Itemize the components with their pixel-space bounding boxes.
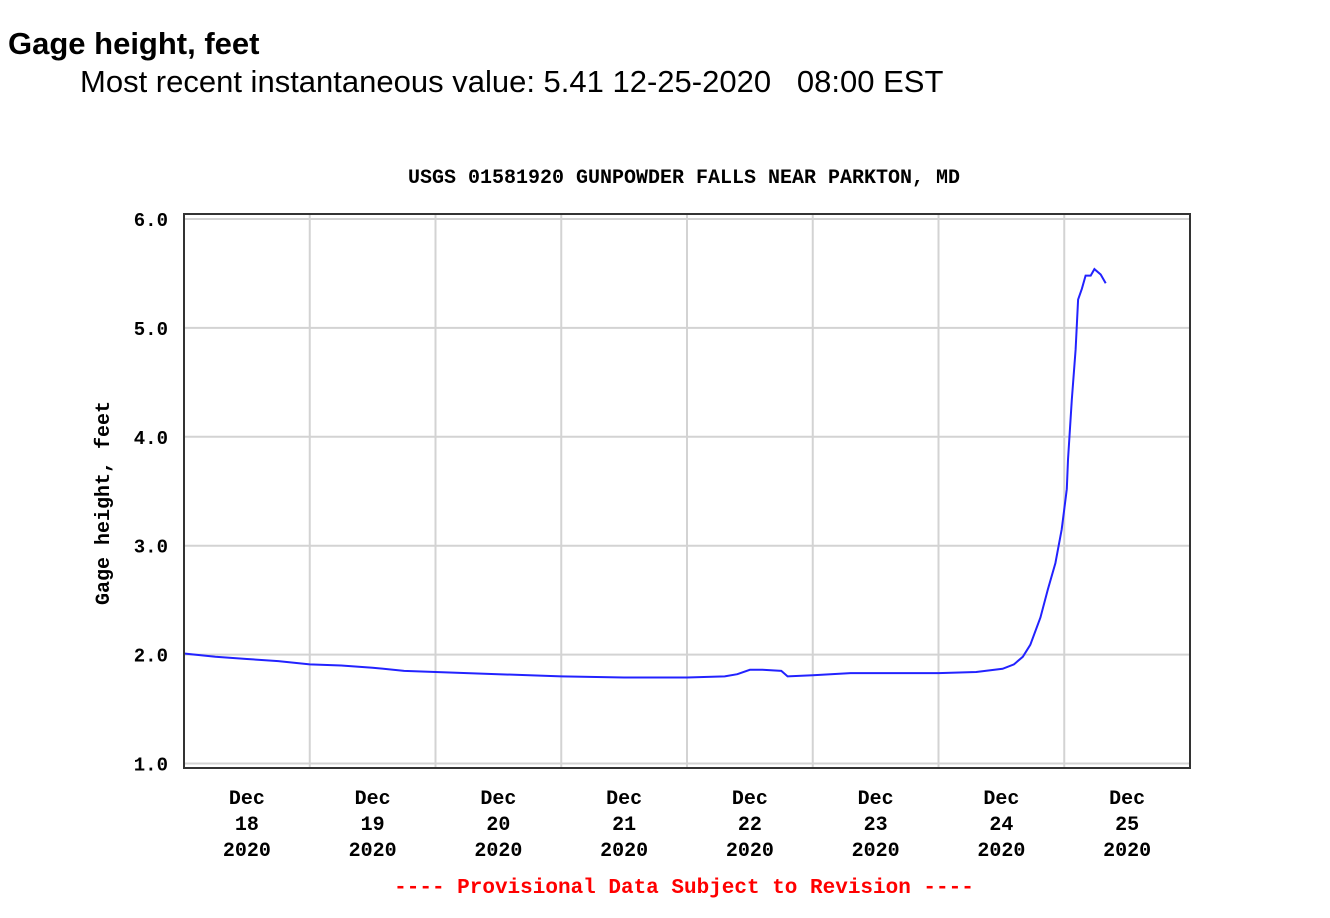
y-tick-label: 6.0 — [134, 210, 168, 232]
x-tick-label-year: 2020 — [852, 840, 900, 863]
x-tick-label-month: Dec — [732, 788, 768, 811]
provisional-data-note: ---- Provisional Data Subject to Revisio… — [394, 877, 974, 900]
x-tick-label-month: Dec — [355, 788, 391, 811]
page-title: Gage height, feet — [8, 26, 260, 61]
x-tick-label-year: 2020 — [600, 840, 648, 863]
x-tick-label-day: 24 — [989, 814, 1013, 837]
most-recent-value: Most recent instantaneous value: 5.41 12… — [80, 64, 944, 99]
x-tick-label-year: 2020 — [349, 840, 397, 863]
x-tick-label-month: Dec — [983, 788, 1019, 811]
x-tick-label-day: 22 — [738, 814, 762, 837]
x-tick-label-day: 18 — [235, 814, 259, 837]
y-axis-label: Gage height, feet — [93, 401, 116, 605]
x-tick-label-year: 2020 — [977, 840, 1025, 863]
grid — [184, 214, 1190, 768]
x-tick-label-year: 2020 — [1103, 840, 1151, 863]
x-tick-label-day: 23 — [864, 814, 888, 837]
x-tick-label-month: Dec — [1109, 788, 1145, 811]
y-tick-label: 3.0 — [134, 537, 168, 559]
x-tick-label-day: 20 — [486, 814, 510, 837]
plot-frame — [183, 213, 1191, 769]
x-tick-label-day: 25 — [1115, 814, 1139, 837]
series-line-gage-height — [183, 267, 1107, 679]
x-tick-label-day: 19 — [361, 814, 385, 837]
x-tick-label-year: 2020 — [726, 840, 774, 863]
x-tick-label-month: Dec — [229, 788, 265, 811]
y-tick-label: 4.0 — [134, 428, 168, 450]
x-tick-label-month: Dec — [606, 788, 642, 811]
x-tick-label-year: 2020 — [474, 840, 522, 863]
y-tick-label: 5.0 — [134, 319, 168, 341]
x-tick-label-year: 2020 — [223, 840, 271, 863]
y-tick-label: 2.0 — [134, 646, 168, 668]
y-tick-label: 1.0 — [134, 755, 168, 777]
chart-title: USGS 01581920 GUNPOWDER FALLS NEAR PARKT… — [408, 167, 960, 190]
x-tick-label-month: Dec — [480, 788, 516, 811]
x-tick-label-day: 21 — [612, 814, 636, 837]
x-tick-label-month: Dec — [858, 788, 894, 811]
